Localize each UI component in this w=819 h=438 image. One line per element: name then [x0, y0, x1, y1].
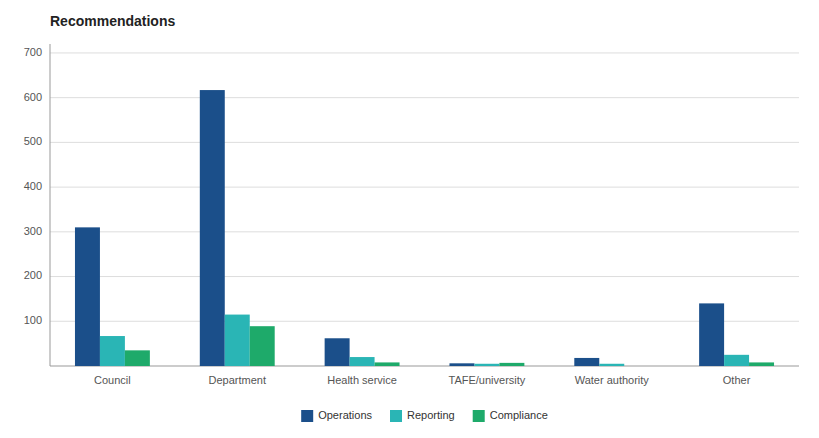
legend-item: Operations	[301, 409, 372, 422]
bar	[125, 350, 150, 366]
bar	[250, 326, 275, 366]
y-axis-line	[50, 44, 51, 366]
x-tick-label: Other	[723, 374, 751, 386]
bar	[449, 363, 474, 366]
bar	[200, 90, 225, 366]
x-tick-label: Water authority	[575, 374, 650, 386]
bar	[499, 363, 524, 366]
x-tick-label: Health service	[327, 374, 397, 386]
bar	[225, 315, 250, 366]
chart: Recommendations 100 200 300 400 500 600 700 Coun…	[0, 0, 819, 438]
x-tick-label: Department	[209, 374, 266, 386]
bar	[75, 227, 100, 366]
y-tick-label: 400	[24, 180, 42, 192]
legend-label: Compliance	[490, 409, 548, 421]
bar	[749, 362, 774, 366]
bar	[325, 338, 350, 366]
y-tick-label: 100	[24, 314, 42, 326]
title: Recommendations	[50, 13, 175, 29]
grid-line	[50, 187, 799, 188]
bar	[375, 362, 400, 366]
bar	[350, 357, 375, 366]
bar	[724, 355, 749, 366]
grid-line	[50, 97, 799, 98]
y-tick-label: 500	[24, 135, 42, 147]
y-tick-label: 200	[24, 269, 42, 281]
legend: Operations Reporting Compliance	[301, 409, 548, 422]
bar	[699, 303, 724, 366]
grid-line	[50, 231, 799, 232]
legend-label: Reporting	[407, 409, 455, 421]
legend-label: Operations	[318, 409, 372, 421]
grid-line	[50, 52, 799, 53]
x-tick-label: Council	[94, 374, 131, 386]
bar	[474, 364, 499, 366]
x-axis-line	[50, 366, 799, 367]
bars	[75, 90, 774, 366]
legend-item: Compliance	[473, 409, 548, 422]
legend-swatch	[390, 410, 402, 422]
chart-container: Recommendations 100 200 300 400 500 600 700 Coun…	[0, 0, 819, 438]
legend-swatch	[473, 410, 485, 422]
bar	[624, 366, 649, 367]
grid	[50, 53, 799, 321]
x-tick-label: TAFE/university	[449, 374, 526, 386]
bar	[100, 336, 125, 366]
bar	[574, 358, 599, 366]
y-tick-label: 600	[24, 91, 42, 103]
bar	[599, 364, 624, 366]
grid-line	[50, 142, 799, 143]
y-tick-label: 700	[24, 46, 42, 58]
legend-swatch	[301, 410, 313, 422]
y-tick-label: 300	[24, 225, 42, 237]
grid-line	[50, 321, 799, 322]
legend-item: Reporting	[390, 409, 455, 422]
grid-line	[50, 276, 799, 277]
